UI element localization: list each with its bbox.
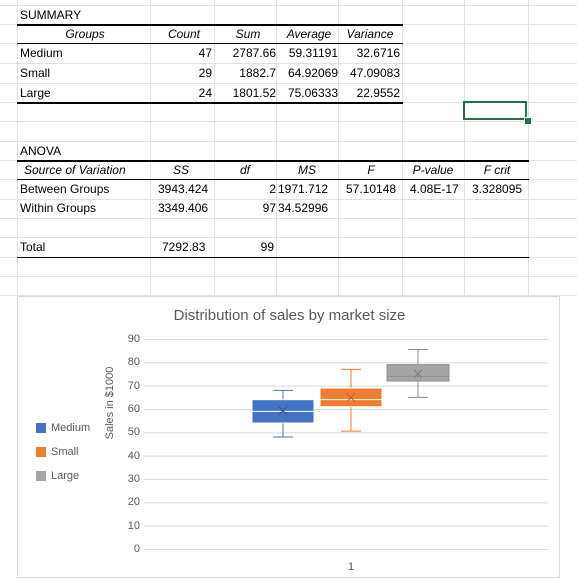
legend-swatch-large [36, 471, 46, 482]
summary-header-sum[interactable]: Sum [235, 27, 261, 41]
anova-total-ss[interactable]: 7292.83 [162, 240, 206, 254]
anova-total-label[interactable]: Total [20, 240, 46, 254]
summary-top-rule [17, 24, 403, 26]
anova-header-rule [17, 179, 529, 180]
box-plot-chart[interactable]: Distribution of sales by market size Med… [17, 296, 560, 578]
y-tick-label: 70 [127, 379, 140, 392]
legend-swatch-small [36, 447, 46, 458]
box-mean-marker-medium [278, 406, 288, 415]
legend-item-small[interactable]: Small [36, 445, 79, 459]
summary-row-medium-sum[interactable]: 2787.66 [232, 46, 276, 60]
fill-handle[interactable] [524, 117, 532, 125]
summary-row-large-sum[interactable]: 1801.52 [232, 86, 276, 100]
box-mean-marker-small [346, 393, 356, 402]
y-tick-label: 30 [127, 473, 140, 485]
summary-row-small-count[interactable]: 29 [198, 66, 212, 80]
summary-header-rule [17, 43, 403, 44]
anova-header-ss[interactable]: SS [172, 163, 189, 177]
y-tick-label: 40 [127, 449, 140, 462]
y-tick-label: 90 [127, 333, 140, 345]
anova-header-pvalue[interactable]: P-value [412, 163, 454, 177]
anova-between-pvalue[interactable]: 4.08E-17 [410, 182, 459, 196]
anova-header-f[interactable]: F [367, 163, 375, 177]
chart-plot-svg [144, 339, 548, 550]
summary-header-groups[interactable]: Groups [65, 27, 105, 41]
summary-row-medium-count[interactable]: 47 [198, 46, 212, 60]
anova-within-df[interactable]: 97 [262, 201, 276, 215]
summary-row-small-variance[interactable]: 47.09083 [349, 66, 400, 80]
summary-header-count[interactable]: Count [167, 27, 200, 41]
y-tick-label: 60 [127, 403, 140, 415]
box-large [386, 364, 450, 382]
anova-title[interactable]: ANOVA [20, 144, 62, 158]
anova-between-ms[interactable]: 1971.712 [278, 182, 329, 196]
legend-item-large[interactable]: Large [36, 469, 79, 483]
y-tick-label: 0 [133, 543, 140, 555]
anova-within-ms[interactable]: 34.52996 [278, 201, 329, 215]
anova-header-df[interactable]: df [239, 163, 250, 177]
anova-within-ss[interactable]: 3349.406 [158, 201, 209, 215]
anova-within-label[interactable]: Within Groups [20, 201, 97, 215]
y-tick-label: 50 [127, 426, 140, 439]
anova-header-source[interactable]: Source of Variation [24, 163, 126, 177]
summary-bottom-rule [17, 102, 403, 104]
chart-title: Distribution of sales by market size [173, 307, 406, 324]
summary-row-medium-group[interactable]: Medium [20, 46, 63, 60]
anova-header-fcrit[interactable]: F crit [483, 163, 511, 177]
anova-between-label[interactable]: Between Groups [20, 182, 110, 196]
anova-between-fcrit[interactable]: 3.328095 [472, 182, 523, 196]
x-tick-label: 1 [347, 561, 355, 573]
summary-row-large-variance[interactable]: 22.9552 [356, 86, 400, 100]
anova-between-df[interactable]: 2 [269, 182, 276, 196]
anova-top-rule [17, 160, 529, 162]
selected-cell[interactable] [463, 101, 527, 120]
anova-bottom-rule [17, 257, 529, 258]
summary-header-average[interactable]: Average [286, 27, 332, 41]
legend-item-medium[interactable]: Medium [36, 421, 90, 435]
anova-header-ms[interactable]: MS [298, 163, 316, 177]
anova-between-ss[interactable]: 3943.424 [158, 182, 209, 196]
legend-label-medium: Medium [51, 422, 91, 434]
summary-row-large-group[interactable]: Large [20, 86, 51, 100]
y-tick-label: 80 [127, 356, 140, 369]
box-mean-marker-large [413, 369, 423, 379]
y-tick-label: 10 [127, 519, 140, 532]
y-tick-label: 20 [127, 496, 140, 509]
legend-label-large: Large [51, 470, 80, 482]
summary-row-large-average[interactable]: 75.06333 [287, 86, 338, 100]
anova-total-df[interactable]: 99 [260, 240, 274, 254]
summary-row-small-group[interactable]: Small [20, 66, 51, 80]
anova-between-f[interactable]: 57.10148 [346, 182, 397, 196]
legend-label-small: Small [51, 446, 79, 458]
summary-header-variance[interactable]: Variance [346, 27, 394, 41]
summary-row-small-sum[interactable]: 1882.7 [239, 66, 276, 80]
summary-row-medium-average[interactable]: 59.31191 [288, 46, 338, 60]
summary-row-medium-variance[interactable]: 32.6716 [356, 46, 400, 60]
legend-swatch-medium [36, 423, 46, 434]
summary-row-large-count[interactable]: 24 [198, 86, 212, 100]
summary-row-small-average[interactable]: 64.92069 [287, 66, 338, 80]
summary-title[interactable]: SUMMARY [20, 8, 82, 22]
